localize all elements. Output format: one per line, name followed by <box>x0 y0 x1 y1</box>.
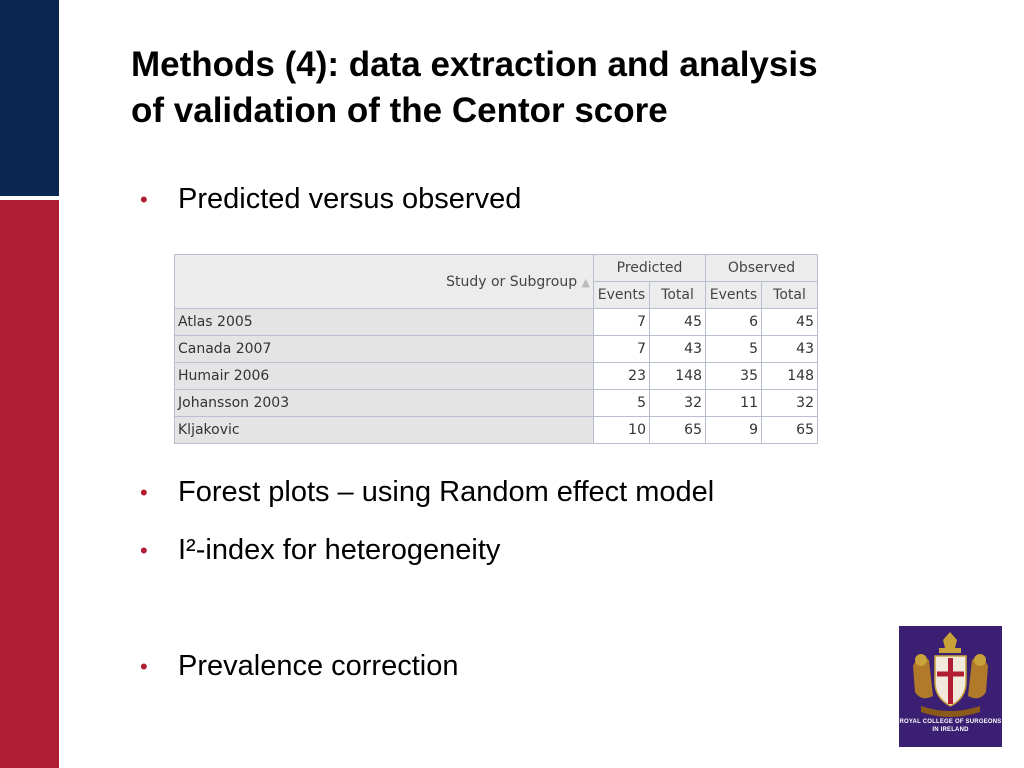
coat-of-arms-icon <box>913 632 988 717</box>
predicted-total-header: Total <box>649 281 706 309</box>
observed-total: 43 <box>761 335 818 363</box>
validation-data-table: Study or Subgroup ▲ Predicted Observed E… <box>174 254 818 444</box>
observed-events: 5 <box>705 335 762 363</box>
slide-title: Methods (4): data extraction and analysi… <box>131 42 991 134</box>
bullet-text: Predicted versus observed <box>178 183 522 215</box>
predicted-total: 65 <box>649 416 706 444</box>
navy-side-bar <box>0 0 59 196</box>
bullet-text: Forest plots – using Random effect model <box>178 476 715 508</box>
predicted-events: 7 <box>593 308 650 336</box>
bullet-forest-plots: • Forest plots – using Random effect mod… <box>140 476 714 509</box>
observed-total: 148 <box>761 362 818 390</box>
observed-events: 11 <box>705 389 762 417</box>
sort-asc-icon: ▲ <box>581 275 590 289</box>
table-row: Humair 2006 23 148 35 148 <box>174 362 818 390</box>
predicted-events: 10 <box>593 416 650 444</box>
observed-total-header: Total <box>761 281 818 309</box>
rcsi-logo: ROYAL COLLEGE OF SURGEONS IN IRELAND <box>899 626 1002 747</box>
study-name: Kljakovic <box>174 416 594 444</box>
bullet-heterogeneity: • I²-index for heterogeneity <box>140 534 500 567</box>
bullet-dot-icon: • <box>140 479 148 505</box>
observed-total: 32 <box>761 389 818 417</box>
study-subgroup-header[interactable]: Study or Subgroup ▲ <box>174 254 594 309</box>
study-name: Atlas 2005 <box>174 308 594 336</box>
observed-events: 6 <box>705 308 762 336</box>
title-line-1: Methods (4): data extraction and analysi… <box>131 45 818 84</box>
predicted-total: 32 <box>649 389 706 417</box>
table-row: Johansson 2003 5 32 11 32 <box>174 389 818 417</box>
logo-text: ROYAL COLLEGE OF SURGEONS IN IRELAND <box>899 719 1002 733</box>
bullet-dot-icon: • <box>140 186 148 212</box>
bullet-text: I²-index for heterogeneity <box>178 534 501 566</box>
predicted-events-header: Events <box>593 281 650 309</box>
table-row: Atlas 2005 7 45 6 45 <box>174 308 818 336</box>
table-row: Kljakovic 10 65 9 65 <box>174 416 818 444</box>
table-subheader-row: Events Total Events Total <box>175 281 818 309</box>
study-name: Johansson 2003 <box>174 389 594 417</box>
red-side-bar <box>0 200 59 768</box>
predicted-total: 43 <box>649 335 706 363</box>
title-line-2: of validation of the Centor score <box>131 91 668 130</box>
study-name: Canada 2007 <box>174 335 594 363</box>
predicted-events: 7 <box>593 335 650 363</box>
predicted-total: 148 <box>649 362 706 390</box>
table-row: Canada 2007 7 43 5 43 <box>174 335 818 363</box>
observed-total: 65 <box>761 416 818 444</box>
observed-group-header: Observed <box>705 254 818 282</box>
predicted-events: 23 <box>593 362 650 390</box>
bullet-text: Prevalence correction <box>178 650 459 682</box>
observed-events: 9 <box>705 416 762 444</box>
observed-total: 45 <box>761 308 818 336</box>
bullet-prevalence-correction: • Prevalence correction <box>140 650 458 683</box>
table-header-row: Study or Subgroup ▲ Predicted Observed <box>174 254 818 309</box>
bullet-predicted-vs-observed: • Predicted versus observed <box>140 183 521 216</box>
observed-events: 35 <box>705 362 762 390</box>
predicted-events: 5 <box>593 389 650 417</box>
observed-events-header: Events <box>705 281 762 309</box>
study-name: Humair 2006 <box>174 362 594 390</box>
bullet-dot-icon: • <box>140 537 148 563</box>
predicted-total: 45 <box>649 308 706 336</box>
predicted-group-header: Predicted <box>593 254 706 282</box>
bullet-dot-icon: • <box>140 653 148 679</box>
